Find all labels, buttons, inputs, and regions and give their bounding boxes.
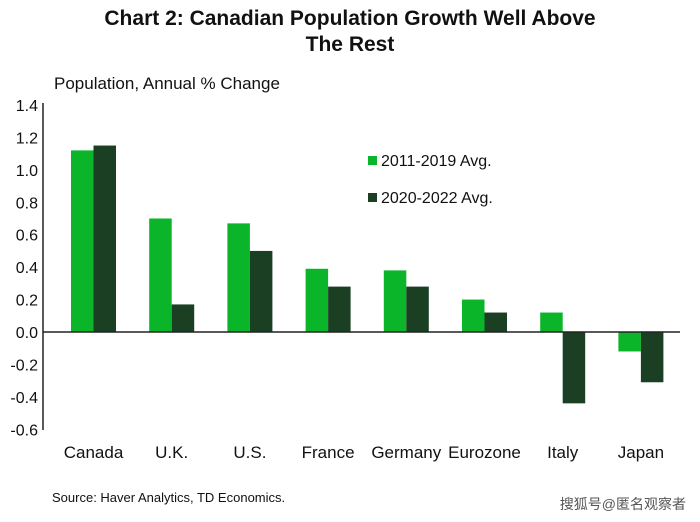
bar-uk-series-2 [171, 304, 195, 332]
y-tick-label: 1.2 [16, 130, 38, 147]
bar-germany-series-2 [406, 286, 429, 332]
chart-title-line-2: The Rest [305, 33, 395, 56]
bar-italy-series-2 [562, 332, 586, 404]
bar-eurozone-series-2 [484, 312, 507, 332]
x-tick-label: Germany [371, 443, 441, 462]
bar-japan-series-2 [640, 332, 664, 383]
x-tick-label: Canada [64, 443, 124, 462]
x-tick-label: U.S. [233, 443, 266, 462]
watermark: 搜狐号@匿名观察者 [559, 496, 686, 512]
y-tick-label: 1.0 [16, 163, 38, 180]
bar-germany-series-1 [383, 270, 407, 332]
y-axis-label: Population, Annual % Change [54, 74, 280, 93]
bar-eurozone-series-1 [462, 299, 485, 332]
chart-title-line-1: Chart 2: Canadian Population Growth Well… [104, 7, 596, 30]
bar-uk-series-1 [149, 218, 172, 332]
y-tick-label: 0.4 [16, 260, 38, 277]
y-tick-label: 0.6 [16, 228, 38, 245]
x-tick-label: Italy [547, 443, 579, 462]
bar-us-series-2 [249, 250, 273, 332]
bar-france-series-2 [328, 286, 351, 332]
bar-japan-series-1 [618, 332, 641, 352]
chart-title: Chart 2: Canadian Population Growth Well… [0, 6, 700, 58]
bar-canada-series-2 [93, 145, 116, 332]
y-tick-label: -0.2 [10, 357, 38, 374]
x-tick-label: Eurozone [448, 443, 521, 462]
y-tick-label: -0.4 [10, 390, 38, 407]
y-tick-label: 1.4 [16, 98, 38, 115]
source-note: Source: Haver Analytics, TD Economics. [52, 490, 286, 505]
x-tick-label: France [302, 443, 355, 462]
bar-france-series-1 [305, 268, 329, 332]
y-tick-label: 0.2 [16, 293, 38, 310]
bar-canada-series-1 [71, 150, 94, 332]
legend-label: 2011-2019 Avg. [381, 153, 492, 170]
legend-swatch [368, 156, 377, 165]
y-tick-label: -0.6 [10, 422, 38, 439]
legend-label: 2020-2022 Avg. [381, 190, 493, 207]
x-tick-label: Japan [618, 443, 664, 462]
y-tick-label: 0.8 [16, 195, 38, 212]
y-tick-label: 0.0 [16, 325, 38, 342]
x-tick-label: U.K. [155, 443, 188, 462]
bar-us-series-1 [227, 223, 250, 332]
legend-swatch [368, 193, 377, 202]
bar-italy-series-1 [540, 312, 563, 332]
